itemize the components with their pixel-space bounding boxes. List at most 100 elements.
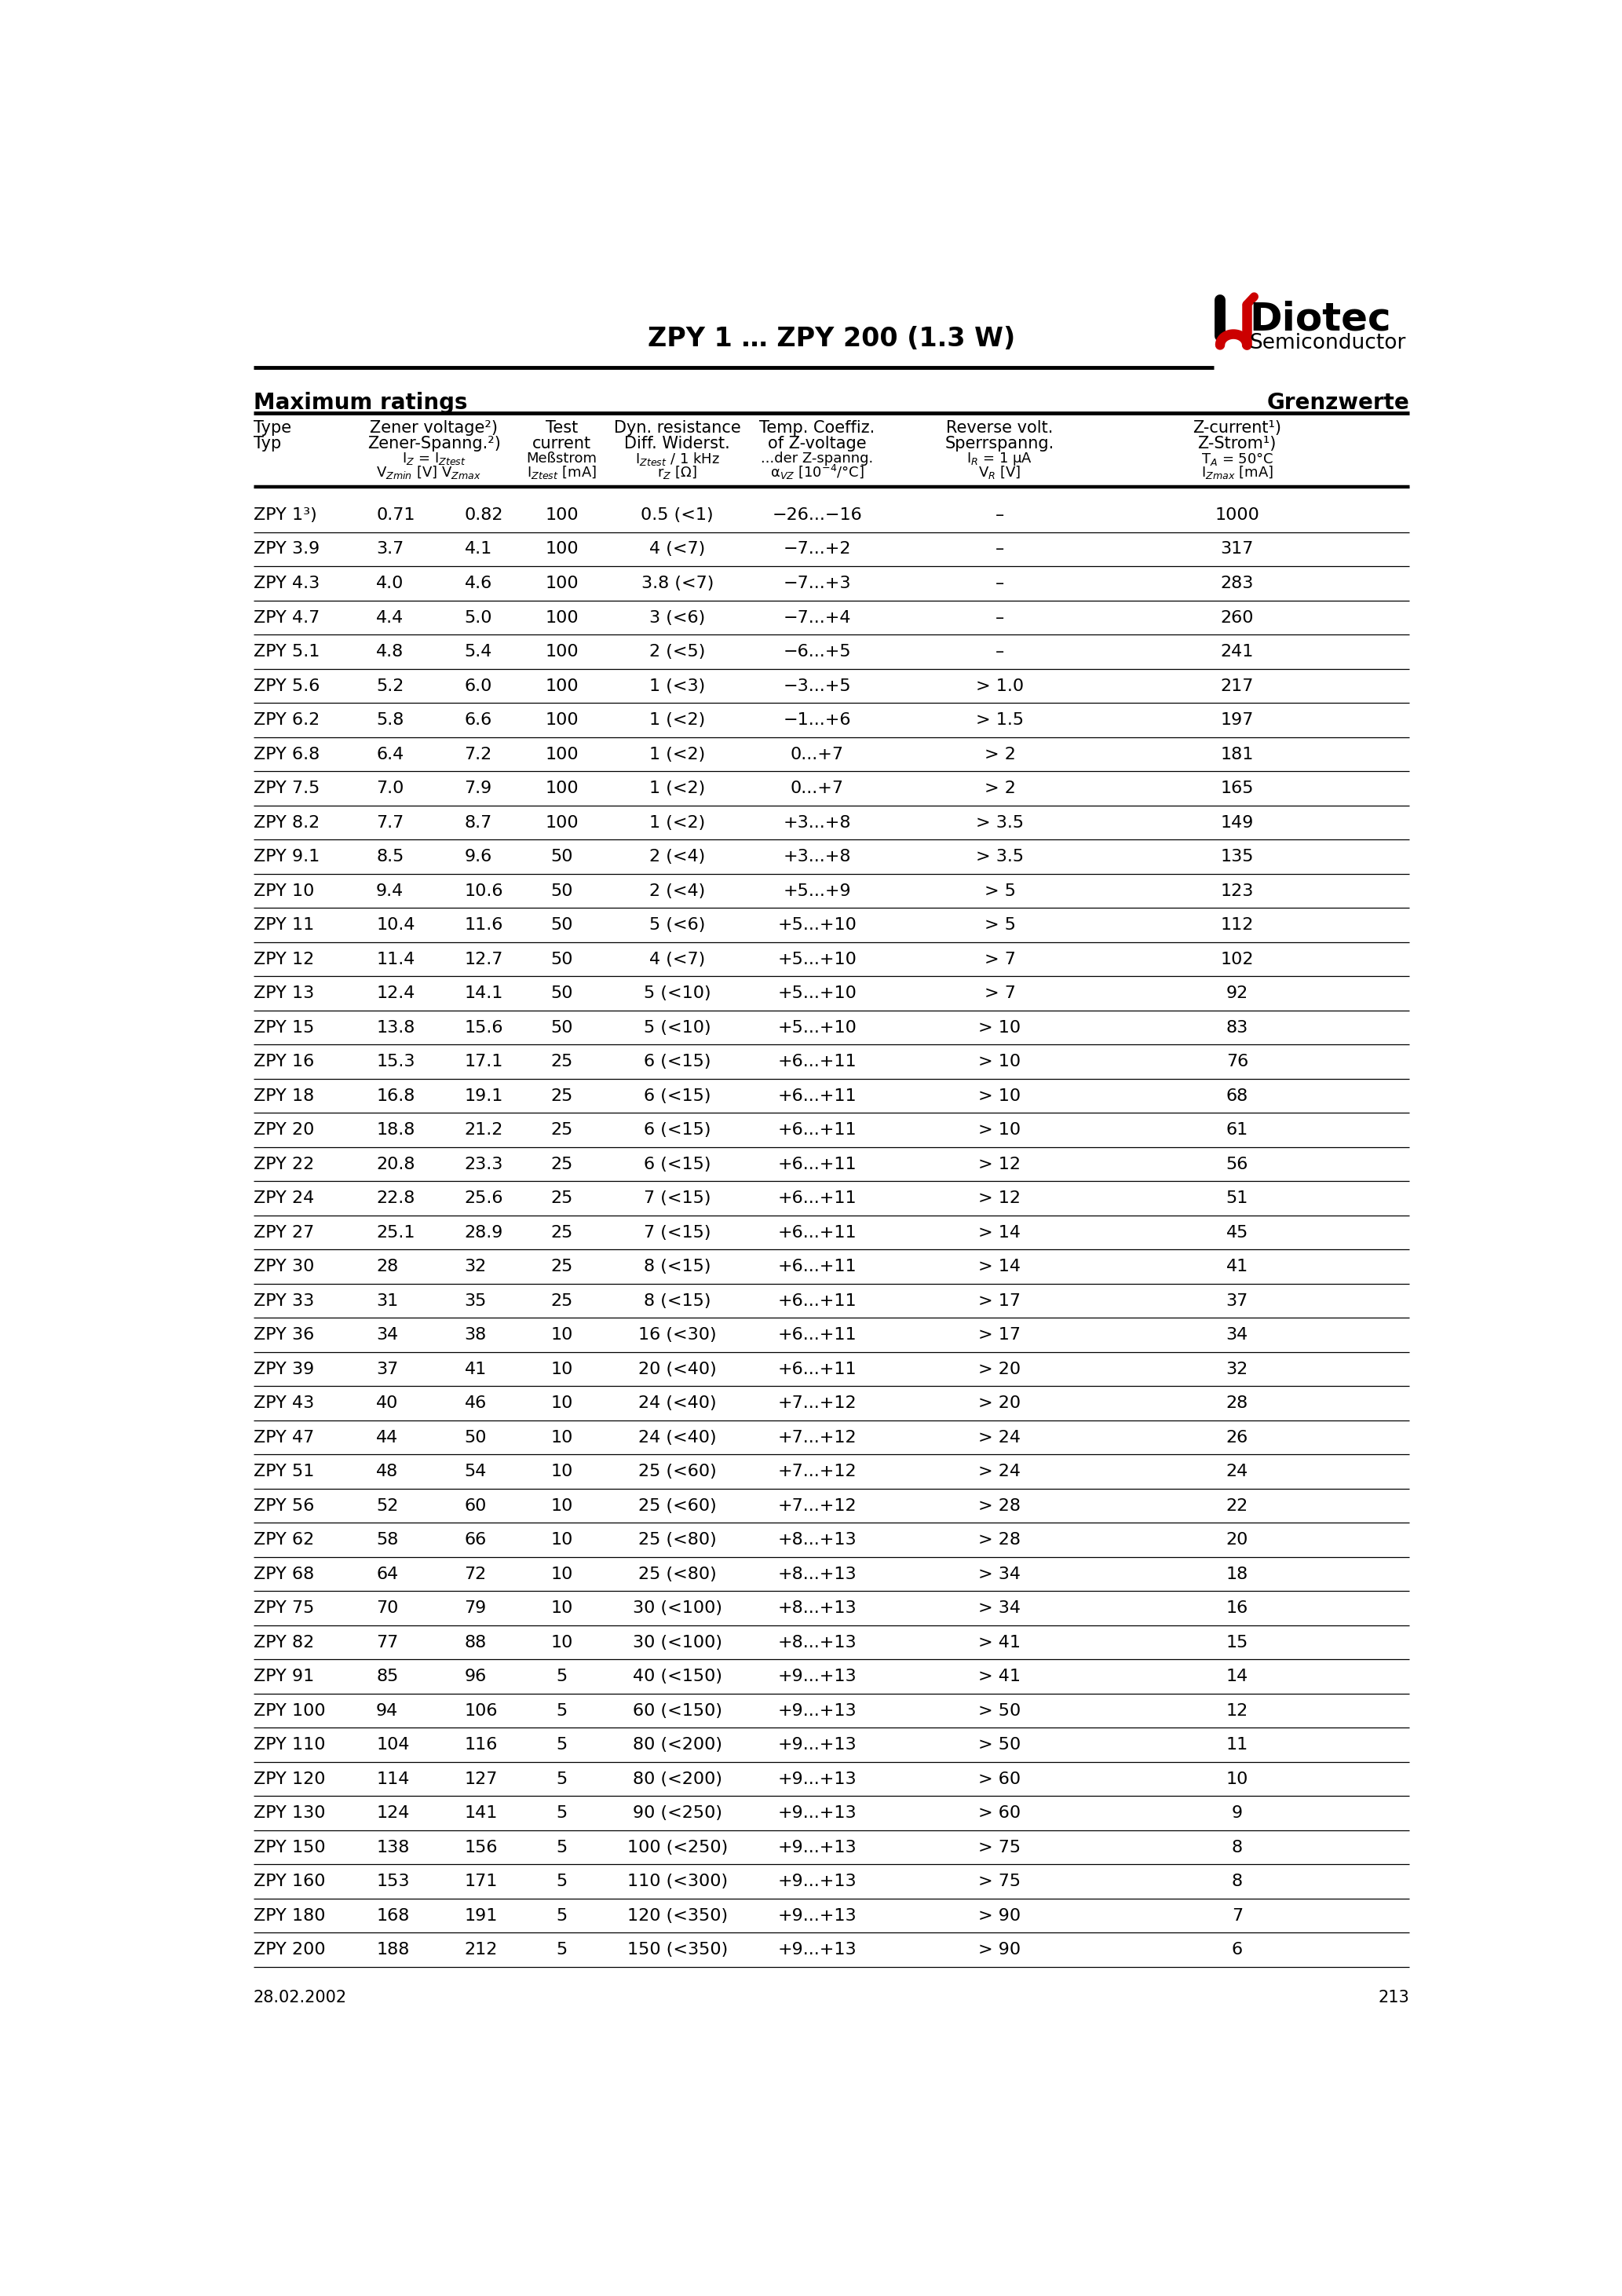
Text: 35: 35 [464,1293,487,1309]
Text: ZPY 51: ZPY 51 [253,1465,315,1479]
Text: 5: 5 [556,1942,568,1958]
Text: 50: 50 [464,1430,487,1444]
Text: 116: 116 [464,1738,498,1752]
Text: 5: 5 [556,1908,568,1924]
Text: −7...+2: −7...+2 [783,542,852,558]
Text: > 24: > 24 [978,1465,1020,1479]
Text: 10: 10 [1226,1770,1249,1786]
Text: +5...+10: +5...+10 [777,1019,856,1035]
Text: 60: 60 [464,1497,487,1513]
Text: 22: 22 [1226,1497,1249,1513]
Text: 28: 28 [376,1258,399,1274]
Text: 102: 102 [1220,951,1254,967]
Text: +5...+10: +5...+10 [777,916,856,932]
Text: Maximum ratings: Maximum ratings [253,393,467,413]
Text: 2 (<4): 2 (<4) [649,884,706,898]
Text: 5: 5 [556,1805,568,1821]
Text: ZPY 75: ZPY 75 [253,1600,315,1616]
Text: 9.4: 9.4 [376,884,404,898]
Text: > 28: > 28 [978,1531,1020,1548]
Text: > 3.5: > 3.5 [976,815,1023,831]
Text: 41: 41 [464,1362,487,1378]
Text: ZPY 6.8: ZPY 6.8 [253,746,320,762]
Text: 58: 58 [376,1531,399,1548]
Text: ZPY 6.2: ZPY 6.2 [253,712,320,728]
Text: +9...+13: +9...+13 [779,1738,856,1752]
Text: > 5: > 5 [985,916,1015,932]
Text: 20: 20 [1226,1531,1249,1548]
Text: 17.1: 17.1 [464,1054,503,1070]
Text: Grenzwerte: Grenzwerte [1267,393,1410,413]
Text: 9.6: 9.6 [464,850,491,866]
Text: +9...+13: +9...+13 [779,1908,856,1924]
Text: 6: 6 [1231,1942,1242,1958]
Text: > 17: > 17 [978,1327,1020,1343]
Text: 168: 168 [376,1908,409,1924]
Text: +3...+8: +3...+8 [783,850,852,866]
Text: 10: 10 [550,1362,573,1378]
Text: Z-Strom¹): Z-Strom¹) [1197,436,1277,452]
Text: ZPY 110: ZPY 110 [253,1738,324,1752]
Text: 60 (<150): 60 (<150) [633,1704,722,1720]
Text: ZPY 5.6: ZPY 5.6 [253,677,320,693]
Text: 10: 10 [550,1635,573,1651]
Text: +9...+13: +9...+13 [779,1874,856,1890]
Text: > 17: > 17 [978,1293,1020,1309]
Text: Temp. Coeffiz.: Temp. Coeffiz. [759,420,876,436]
Text: 45: 45 [1226,1224,1249,1240]
Text: 10: 10 [550,1396,573,1412]
Text: 10: 10 [550,1465,573,1479]
Text: 6.0: 6.0 [464,677,491,693]
Text: 6.4: 6.4 [376,746,404,762]
Text: 4.8: 4.8 [376,643,404,659]
Text: 16: 16 [1226,1600,1249,1616]
Text: ZPY 9.1: ZPY 9.1 [253,850,320,866]
Text: 188: 188 [376,1942,409,1958]
Text: 150 (<350): 150 (<350) [628,1942,728,1958]
Text: Type: Type [253,420,290,436]
Text: 10.6: 10.6 [464,884,503,898]
Text: > 90: > 90 [978,1908,1022,1924]
Text: 104: 104 [376,1738,409,1752]
Text: ZPY 33: ZPY 33 [253,1293,315,1309]
Text: I$_{Ztest}$ / 1 kHz: I$_{Ztest}$ / 1 kHz [634,450,720,466]
Text: 83: 83 [1226,1019,1249,1035]
Text: 25: 25 [550,1189,573,1205]
Text: +6...+11: +6...+11 [779,1258,856,1274]
Text: 153: 153 [376,1874,409,1890]
Text: > 24: > 24 [978,1430,1020,1444]
Text: 5.0: 5.0 [464,611,491,625]
Text: 10: 10 [550,1566,573,1582]
Text: ZPY 56: ZPY 56 [253,1497,315,1513]
Text: −7...+4: −7...+4 [783,611,852,625]
Text: ZPY 1³): ZPY 1³) [253,507,316,523]
Text: Dyn. resistance: Dyn. resistance [613,420,741,436]
Text: 15: 15 [1226,1635,1249,1651]
Text: 5: 5 [556,1839,568,1855]
Text: 5 (<10): 5 (<10) [644,1019,710,1035]
Text: > 1.0: > 1.0 [976,677,1023,693]
Text: 10: 10 [550,1497,573,1513]
Text: > 5: > 5 [985,884,1015,898]
Text: 100: 100 [545,576,579,592]
Text: 7 (<15): 7 (<15) [644,1224,710,1240]
Text: 4.4: 4.4 [376,611,404,625]
Text: ZPY 8.2: ZPY 8.2 [253,815,320,831]
Text: 100: 100 [545,542,579,558]
Text: 6 (<15): 6 (<15) [644,1123,710,1139]
Text: > 50: > 50 [978,1738,1022,1752]
Text: 124: 124 [376,1805,409,1821]
Text: 8: 8 [1231,1874,1242,1890]
Text: ZPY 11: ZPY 11 [253,916,315,932]
Text: 8: 8 [1231,1839,1242,1855]
Text: 6 (<15): 6 (<15) [644,1054,710,1070]
Text: +5...+10: +5...+10 [777,985,856,1001]
Text: > 14: > 14 [978,1224,1020,1240]
Text: 40: 40 [376,1396,399,1412]
Text: > 28: > 28 [978,1497,1020,1513]
Text: –: – [996,643,1004,659]
Text: ZPY 15: ZPY 15 [253,1019,315,1035]
Text: > 12: > 12 [978,1157,1020,1171]
Text: 34: 34 [376,1327,399,1343]
Text: 28.9: 28.9 [464,1224,503,1240]
